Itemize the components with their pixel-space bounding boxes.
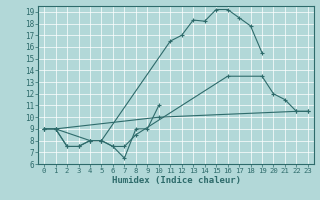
X-axis label: Humidex (Indice chaleur): Humidex (Indice chaleur) <box>111 176 241 185</box>
